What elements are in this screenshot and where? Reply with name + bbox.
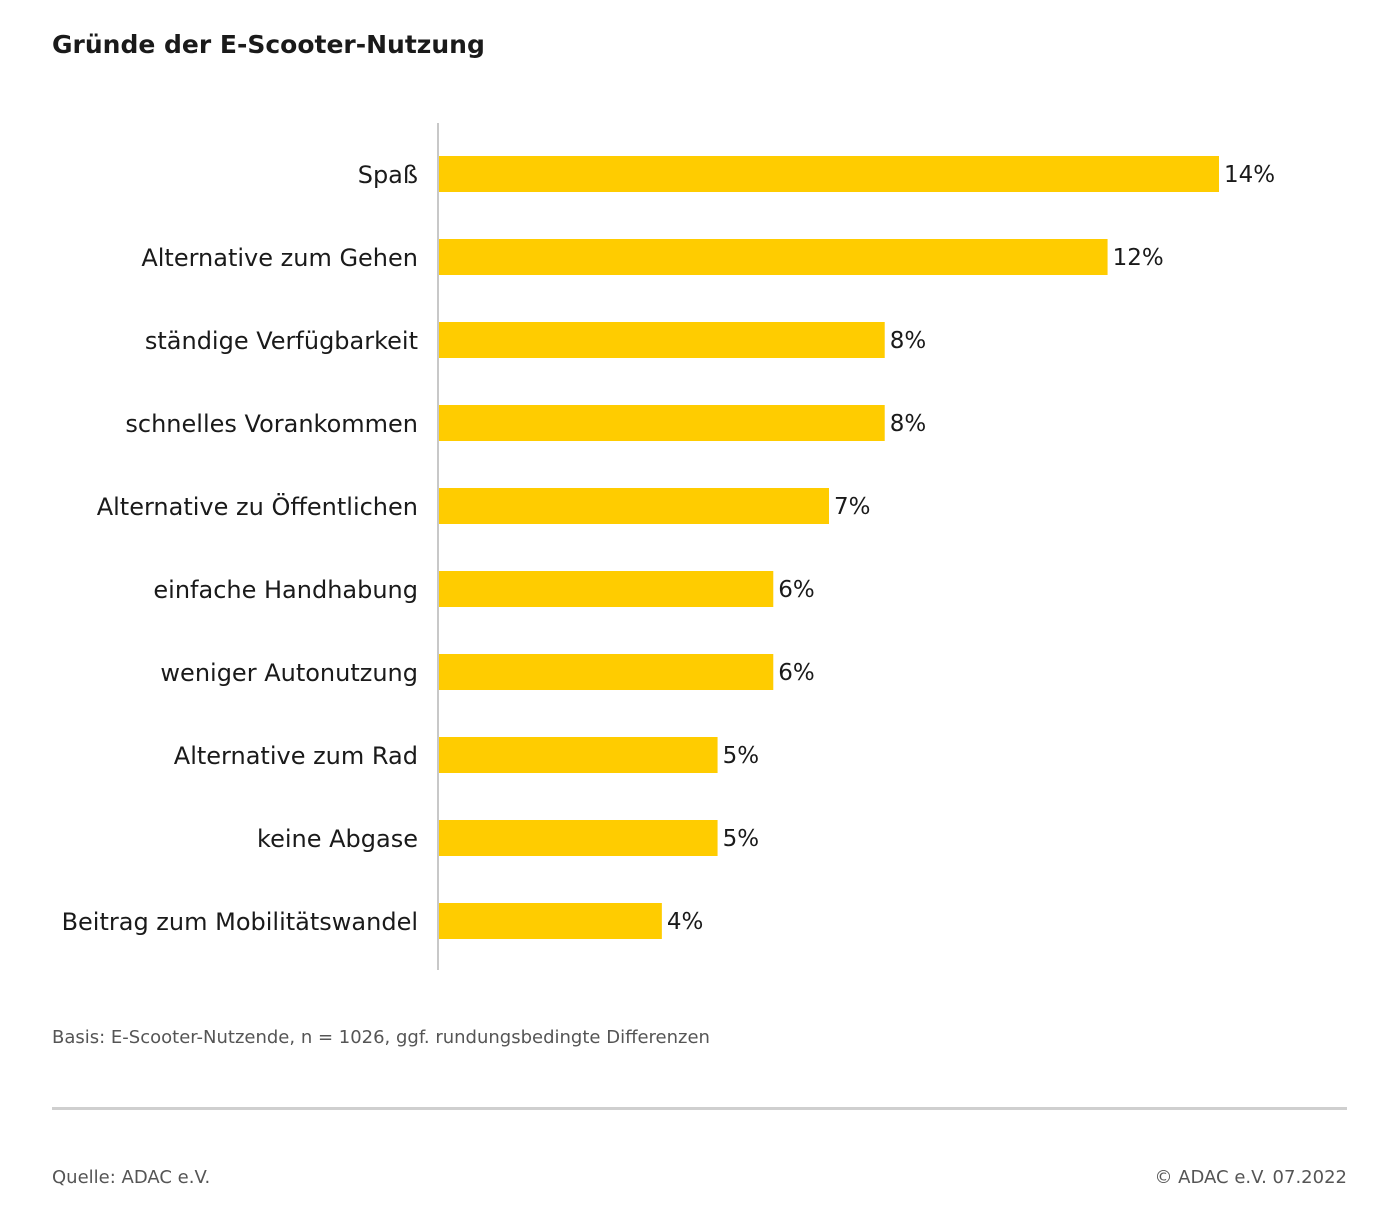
category-label: einfache Handhabung [153, 576, 418, 604]
copyright-label: © ADAC e.V. 07.2022 [1154, 1167, 1347, 1188]
footnote: Basis: E-Scooter-Nutzende, n = 1026, ggf… [52, 1027, 710, 1048]
chart-title: Gründe der E-Scooter-Nutzung [52, 30, 485, 59]
bar [439, 820, 718, 856]
bar [439, 156, 1219, 192]
value-label: 4% [667, 909, 704, 935]
bar [439, 571, 774, 607]
bar [439, 405, 885, 441]
category-label: Beitrag zum Mobilitätswandel [62, 908, 418, 936]
category-label: Alternative zu Öffentlichen [97, 492, 418, 521]
bar [439, 239, 1108, 275]
value-label: 12% [1113, 245, 1164, 271]
bar [439, 903, 662, 939]
bars-group: Spaß 14% Alternative zum Gehen 12% ständige … [62, 156, 1275, 939]
value-label: 14% [1224, 162, 1275, 188]
bar [439, 654, 774, 690]
value-label: 8% [890, 411, 927, 437]
value-label: 5% [723, 743, 760, 769]
divider [52, 1107, 1347, 1110]
source-label: Quelle: ADAC e.V. [52, 1167, 211, 1188]
category-label: Alternative zum Gehen [141, 244, 418, 272]
category-label: Alternative zum Rad [174, 742, 418, 770]
value-label: 8% [890, 328, 927, 354]
value-label: 5% [723, 826, 760, 852]
value-label: 6% [778, 577, 815, 603]
category-label: keine Abgase [257, 825, 418, 853]
bar [439, 737, 718, 773]
category-label: Spaß [358, 161, 418, 189]
bar [439, 488, 829, 524]
category-label: schnelles Vorankommen [125, 410, 418, 438]
category-label: ständige Verfügbarkeit [145, 327, 418, 355]
bar [439, 322, 885, 358]
category-label: weniger Autonutzung [160, 659, 418, 687]
value-label: 6% [778, 660, 815, 686]
bar-chart: Spaß 14% Alternative zum Gehen 12% ständige … [62, 123, 1275, 970]
value-label: 7% [834, 494, 871, 520]
